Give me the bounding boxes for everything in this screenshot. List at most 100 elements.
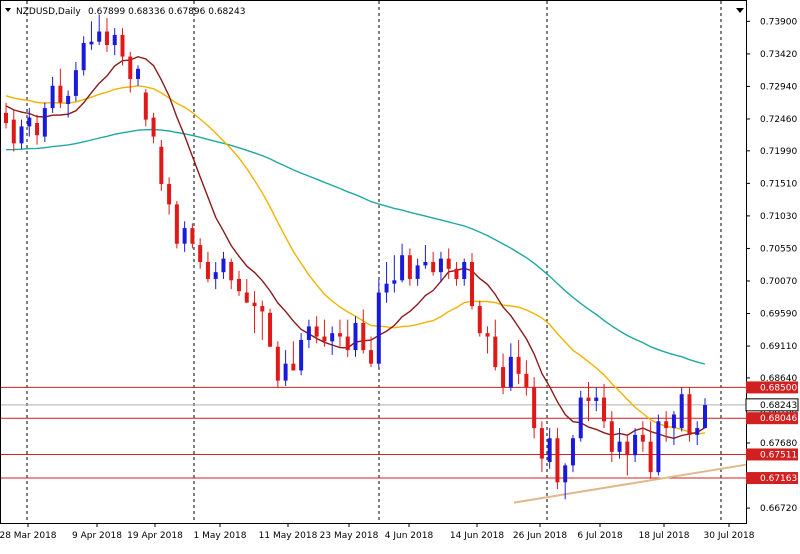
- candle: [58, 68, 63, 109]
- candle: [268, 308, 273, 347]
- candle: [376, 278, 381, 369]
- ma-layer: [5, 55, 706, 440]
- candle: [97, 14, 102, 46]
- candle: [524, 360, 529, 396]
- candle: [695, 421, 700, 446]
- scroll-end-icon[interactable]: [736, 8, 744, 13]
- x-tick-label: 18 Jul 2018: [639, 531, 690, 541]
- candle: [190, 223, 195, 249]
- candle-body: [159, 146, 164, 185]
- candle-body: [283, 363, 288, 381]
- candle-body: [532, 387, 537, 429]
- candle-body: [322, 336, 327, 342]
- candle-body: [136, 68, 141, 79]
- candle-body: [703, 405, 707, 429]
- candle-body: [260, 306, 265, 312]
- candle-body: [508, 356, 513, 388]
- candle-body: [578, 397, 583, 439]
- candle: [112, 28, 117, 56]
- y-tick-label: 0.71030: [760, 212, 797, 222]
- candle-body: [407, 255, 412, 279]
- ohlc-values: 0.67899 0.68336 0.67896 0.68243: [88, 7, 245, 17]
- candle-body: [198, 245, 203, 262]
- candle: [260, 300, 265, 340]
- candle: [656, 414, 661, 476]
- candle-body: [392, 280, 397, 284]
- y-tick-label: 0.69590: [760, 310, 797, 320]
- candle-body: [625, 441, 630, 456]
- candle-body: [345, 336, 350, 351]
- candle: [244, 278, 249, 303]
- candle-body: [415, 265, 420, 279]
- candle-body: [477, 306, 482, 334]
- x-tick-label: 28 Mar 2018: [0, 531, 57, 541]
- candle-layer: [4, 14, 707, 500]
- candle-body: [454, 268, 459, 279]
- candle: [81, 36, 86, 76]
- candle-body: [128, 56, 133, 79]
- candle-body: [462, 262, 467, 279]
- candle-body: [50, 85, 55, 109]
- candle: [50, 76, 55, 113]
- candle: [446, 248, 451, 279]
- candle: [555, 428, 560, 490]
- candle: [703, 398, 707, 429]
- candle-body: [314, 326, 319, 337]
- candle-body: [205, 262, 210, 279]
- candle-body: [299, 339, 304, 371]
- candle-body: [167, 184, 172, 205]
- y-tick-label: 0.71510: [760, 179, 797, 189]
- candle: [602, 384, 607, 429]
- x-tick-label: 11 May 2018: [259, 531, 318, 541]
- candle-body: [555, 438, 560, 483]
- x-tick-label: 6 Jul 2018: [577, 531, 622, 541]
- candle-body: [221, 258, 226, 273]
- candle-body: [42, 108, 47, 137]
- candle-body: [19, 126, 24, 144]
- candle: [167, 177, 172, 215]
- candle-body: [664, 421, 669, 429]
- candle: [625, 434, 630, 476]
- candle-body: [602, 397, 607, 422]
- candle: [361, 309, 366, 354]
- level-price-label: 0.68046: [760, 414, 797, 424]
- candle: [477, 300, 482, 337]
- y-tick-label: 0.72940: [760, 82, 797, 92]
- candle-body: [609, 421, 614, 452]
- candle: [291, 341, 296, 371]
- candle: [89, 21, 94, 50]
- candle-body: [11, 119, 16, 144]
- candle-body: [570, 438, 575, 466]
- candle-body: [104, 31, 109, 46]
- candle-body: [369, 350, 374, 364]
- candle-body: [229, 262, 234, 281]
- level-price-label: 0.68500: [760, 383, 797, 393]
- candle: [617, 428, 622, 459]
- candle-body: [679, 394, 684, 429]
- candle-body: [244, 292, 249, 303]
- candle: [664, 411, 669, 442]
- candle: [570, 434, 575, 473]
- level-price-tag: [746, 412, 798, 425]
- candle-body: [384, 283, 389, 293]
- symbol-dropdown-icon[interactable]: [5, 8, 11, 12]
- moving-average-fast: [5, 55, 706, 440]
- level-price-tag: [746, 472, 798, 485]
- candle: [151, 112, 156, 144]
- candle: [400, 243, 405, 283]
- candle-body: [306, 326, 311, 340]
- candle-body: [671, 414, 676, 429]
- candle-body: [182, 228, 187, 244]
- x-tick-label: 4 Jun 2018: [385, 531, 434, 541]
- candle-body: [252, 302, 257, 307]
- y-tick-label: 0.69110: [760, 342, 797, 352]
- candle: [19, 119, 24, 149]
- symbol-timeframe: NZDUSD,Daily: [16, 7, 81, 17]
- y-tick-label: 0.68640: [760, 374, 797, 384]
- x-tick-label: 19 Apr 2018: [127, 531, 183, 541]
- x-tick-label: 26 Jun 2018: [513, 531, 567, 541]
- candle-body: [547, 438, 552, 462]
- candle-body: [190, 228, 195, 244]
- candle: [104, 17, 109, 52]
- candle: [462, 258, 467, 286]
